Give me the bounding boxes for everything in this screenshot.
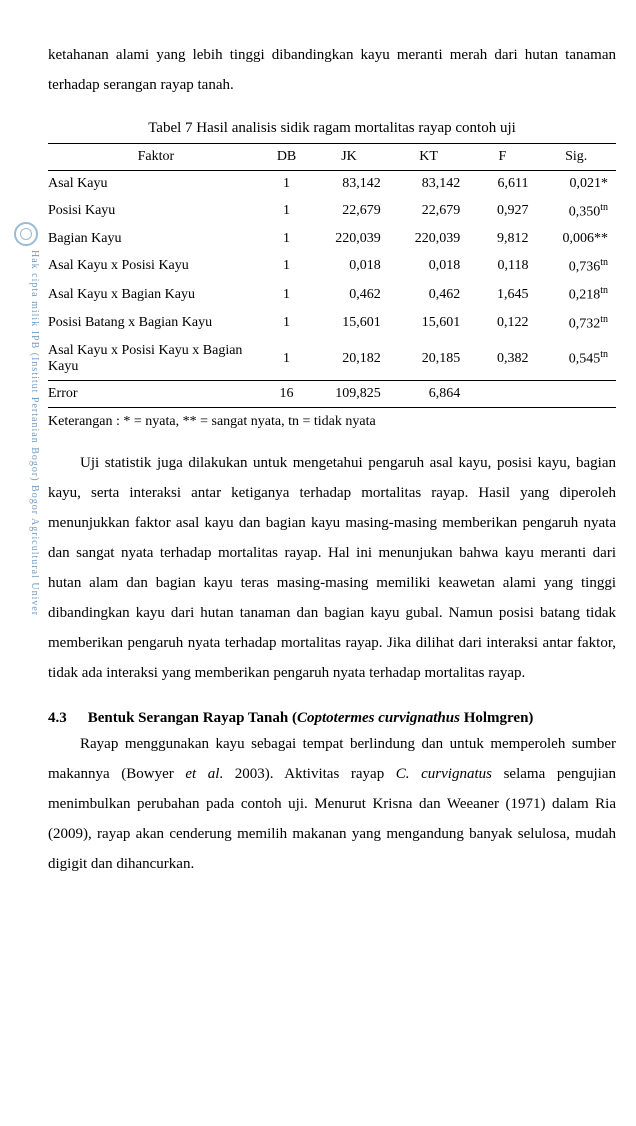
table-row: Asal Kayu x Bagian Kayu10,4620,4621,6450… bbox=[48, 280, 616, 309]
cell-sig: 0,218tn bbox=[536, 280, 616, 309]
watermark-text: Hak cipta milik IPB (Institut Pertanian … bbox=[20, 250, 40, 950]
th-db: DB bbox=[264, 144, 309, 171]
cell-faktor: Error bbox=[48, 380, 264, 407]
table-header-row: Faktor DB JK KT F Sig. bbox=[48, 144, 616, 171]
cell-db: 16 bbox=[264, 380, 309, 407]
cell-f: 9,812 bbox=[468, 226, 536, 252]
cell-jk: 83,142 bbox=[309, 171, 389, 198]
cell-kt: 220,039 bbox=[389, 226, 469, 252]
table-row: Error16109,8256,864 bbox=[48, 380, 616, 407]
cell-kt: 22,679 bbox=[389, 197, 469, 226]
section-number: 4.3 bbox=[48, 710, 84, 727]
table-row: Posisi Kayu122,67922,6790,9270,350tn bbox=[48, 197, 616, 226]
cell-db: 1 bbox=[264, 226, 309, 252]
cell-sig bbox=[536, 380, 616, 407]
table-row: Asal Kayu x Posisi Kayu x Bagian Kayu120… bbox=[48, 338, 616, 381]
cell-db: 1 bbox=[264, 280, 309, 309]
cell-jk: 220,039 bbox=[309, 226, 389, 252]
cell-jk: 20,182 bbox=[309, 338, 389, 381]
cell-faktor: Posisi Kayu bbox=[48, 197, 264, 226]
table-footnote: Keterangan : * = nyata, ** = sangat nyat… bbox=[48, 414, 616, 430]
cell-faktor: Asal Kayu x Bagian Kayu bbox=[48, 280, 264, 309]
cell-f: 6,611 bbox=[468, 171, 536, 198]
cell-db: 1 bbox=[264, 309, 309, 338]
cell-faktor: Bagian Kayu bbox=[48, 226, 264, 252]
cell-kt: 83,142 bbox=[389, 171, 469, 198]
cell-db: 1 bbox=[264, 338, 309, 381]
cell-db: 1 bbox=[264, 197, 309, 226]
cell-f: 0,118 bbox=[468, 252, 536, 281]
section-heading: 4.3 Bentuk Serangan Rayap Tanah (Coptote… bbox=[48, 710, 616, 727]
anova-table: Faktor DB JK KT F Sig. Asal Kayu183,1428… bbox=[48, 143, 616, 408]
cell-jk: 0,462 bbox=[309, 280, 389, 309]
cell-kt: 15,601 bbox=[389, 309, 469, 338]
cell-kt: 6,864 bbox=[389, 380, 469, 407]
table-row: Posisi Batang x Bagian Kayu115,60115,601… bbox=[48, 309, 616, 338]
intro-paragraph: ketahanan alami yang lebih tinggi diband… bbox=[48, 40, 616, 100]
cell-kt: 0,018 bbox=[389, 252, 469, 281]
watermark-logo bbox=[14, 222, 38, 246]
section-title-italic: Coptotermes curvignathus bbox=[297, 710, 460, 726]
table-row: Asal Kayu x Posisi Kayu10,0180,0180,1180… bbox=[48, 252, 616, 281]
th-f: F bbox=[468, 144, 536, 171]
th-sig: Sig. bbox=[536, 144, 616, 171]
cell-sig: 0,732tn bbox=[536, 309, 616, 338]
cell-kt: 20,185 bbox=[389, 338, 469, 381]
p3-it1: et al bbox=[185, 766, 219, 782]
section-title-b: Holmgren) bbox=[460, 710, 533, 726]
cell-faktor: Posisi Batang x Bagian Kayu bbox=[48, 309, 264, 338]
table-row: Asal Kayu183,14283,1426,6110,021* bbox=[48, 171, 616, 198]
cell-jk: 0,018 bbox=[309, 252, 389, 281]
cell-sig: 0,736tn bbox=[536, 252, 616, 281]
cell-sig: 0,545tn bbox=[536, 338, 616, 381]
section-title-a: Bentuk Serangan Rayap Tanah ( bbox=[88, 710, 297, 726]
cell-f: 0,382 bbox=[468, 338, 536, 381]
cell-f: 0,122 bbox=[468, 309, 536, 338]
cell-db: 1 bbox=[264, 171, 309, 198]
cell-kt: 0,462 bbox=[389, 280, 469, 309]
cell-jk: 22,679 bbox=[309, 197, 389, 226]
cell-faktor: Asal Kayu bbox=[48, 171, 264, 198]
cell-f: 1,645 bbox=[468, 280, 536, 309]
th-jk: JK bbox=[309, 144, 389, 171]
p3-b: . 2003). Aktivitas rayap bbox=[219, 766, 395, 782]
cell-faktor: Asal Kayu x Posisi Kayu x Bagian Kayu bbox=[48, 338, 264, 381]
cell-sig: 0,021* bbox=[536, 171, 616, 198]
table-row: Bagian Kayu1220,039220,0399,8120,006** bbox=[48, 226, 616, 252]
cell-sig: 0,350tn bbox=[536, 197, 616, 226]
cell-f bbox=[468, 380, 536, 407]
th-kt: KT bbox=[389, 144, 469, 171]
cell-f: 0,927 bbox=[468, 197, 536, 226]
p3-it2: C. curvignatus bbox=[396, 766, 492, 782]
cell-jk: 15,601 bbox=[309, 309, 389, 338]
table-caption: Tabel 7 Hasil analisis sidik ragam morta… bbox=[48, 120, 616, 137]
section-paragraph: Rayap menggunakan kayu sebagai tempat be… bbox=[48, 729, 616, 879]
cell-db: 1 bbox=[264, 252, 309, 281]
cell-faktor: Asal Kayu x Posisi Kayu bbox=[48, 252, 264, 281]
cell-sig: 0,006** bbox=[536, 226, 616, 252]
th-faktor: Faktor bbox=[48, 144, 264, 171]
cell-jk: 109,825 bbox=[309, 380, 389, 407]
analysis-paragraph: Uji statistik juga dilakukan untuk menge… bbox=[48, 448, 616, 688]
